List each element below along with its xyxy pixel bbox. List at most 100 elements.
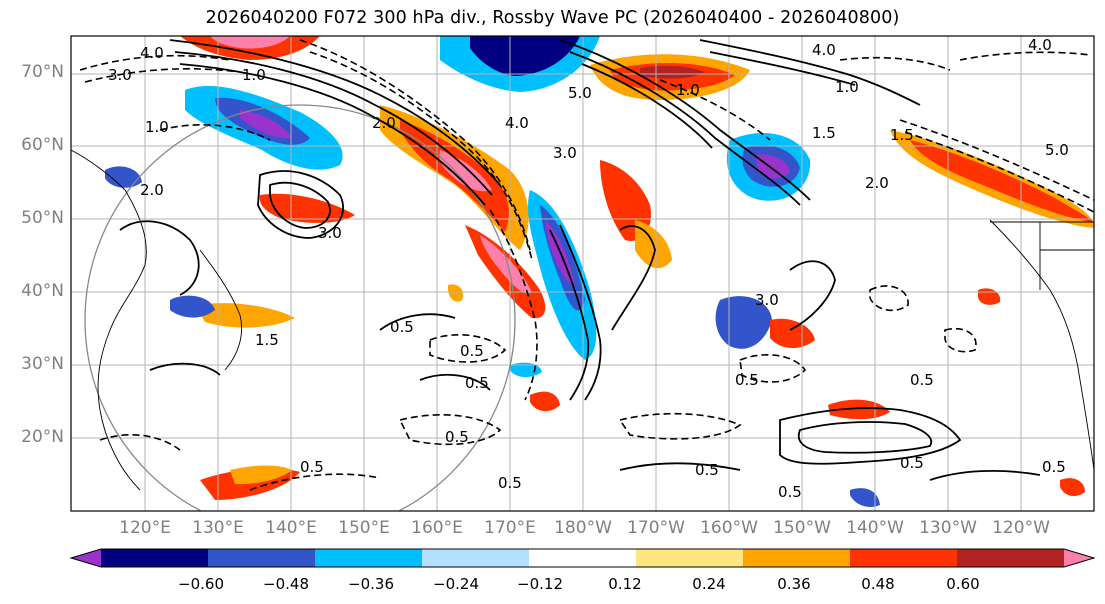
lat-label: 20°N — [21, 427, 64, 447]
contour-label: 1.5 — [255, 331, 279, 349]
lon-label: 120°E — [119, 518, 171, 538]
colorbar — [69, 548, 1096, 568]
contour-label: 0.5 — [778, 483, 802, 501]
lon-label: 170°W — [627, 518, 685, 538]
pos-blob-160e — [447, 284, 464, 302]
neg-blob-175e-sub — [510, 362, 542, 378]
lon-label: 120°W — [992, 518, 1050, 538]
contour-label: 0.5 — [735, 371, 759, 389]
neg-region-kamchatka-deep — [240, 110, 292, 139]
radius-circle — [84, 104, 516, 511]
neg-blob-140e — [105, 166, 142, 188]
contour-label: 3.0 — [553, 144, 577, 162]
pos-band-alaska-coast-core — [910, 140, 1094, 222]
map-title: 2026040200 F072 300 hPa div., Rossby Wav… — [205, 8, 900, 28]
colorbar-tick-label: −0.12 — [517, 575, 563, 593]
colorbar-tick-label: 0.36 — [777, 575, 811, 593]
colorbar-segment — [422, 549, 530, 567]
colorbar-tick-label: −0.60 — [178, 575, 224, 593]
contours-solid — [119, 39, 1041, 481]
contour-label: 0.5 — [390, 318, 414, 336]
colorbar-segment — [101, 549, 209, 567]
pos-band-japan-2 — [195, 303, 295, 328]
lat-label: 60°N — [21, 135, 64, 155]
colorbar-segment — [315, 549, 423, 567]
lon-label: 160°E — [411, 518, 463, 538]
lon-label: 140°E — [265, 518, 317, 538]
contour-label: 2.0 — [372, 114, 396, 132]
neg-blob-160w-sub — [850, 488, 880, 507]
contour-label: 0.5 — [300, 458, 324, 476]
contour-label: 3.0 — [318, 224, 342, 242]
pos-streak-170w — [600, 160, 651, 241]
colorbar-outline — [69, 548, 1096, 568]
contour-label: 1.0 — [676, 81, 700, 99]
colorbar-segment — [957, 549, 1065, 567]
contour-label: 3.0 — [755, 291, 779, 309]
lon-label: 140°W — [846, 518, 904, 538]
pos-band-topleft-core — [210, 36, 290, 49]
contour-label: 4.0 — [812, 41, 836, 59]
neg-band-japan — [170, 295, 215, 318]
contour-label: 1.0 — [145, 118, 169, 136]
contour-label: 5.0 — [568, 84, 592, 102]
graticule — [71, 36, 1094, 511]
lon-label: 160°W — [700, 518, 758, 538]
contour-label: 1.5 — [812, 124, 836, 142]
colorbar-segment — [71, 549, 101, 567]
lon-label: 180°W — [554, 518, 612, 538]
contour-label: 0.5 — [465, 374, 489, 392]
lat-label: 50°N — [21, 208, 64, 228]
pos-blob-120w — [1060, 478, 1085, 497]
contour-label: 0.5 — [460, 342, 484, 360]
coastlines — [71, 149, 1094, 491]
contour-label: 0.5 — [910, 371, 934, 389]
lat-label: 30°N — [21, 354, 64, 374]
contour-label: 0.5 — [695, 461, 719, 479]
contour-label: 0.5 — [900, 454, 924, 472]
pos-trough-dateline-core — [480, 235, 532, 294]
contour-label: 5.0 — [1045, 141, 1069, 159]
lon-label: 130°W — [919, 518, 977, 538]
pos-blob-170e-sub — [530, 391, 560, 412]
colorbar-segment — [743, 549, 851, 567]
colorbar-segment — [636, 549, 744, 567]
contours-dashed — [79, 39, 1094, 491]
colorbar-segment — [1064, 549, 1094, 567]
neg-region-arctic-core — [470, 36, 580, 76]
contour-label: 1.5 — [890, 126, 914, 144]
contour-label: 4.0 — [1028, 36, 1052, 54]
pos-band-se-asia-2 — [230, 465, 292, 485]
contour-labels: 4.0 3.0 2.0 1.0 0.5 0.5 0.5 0.5 0.5 0.5 … — [108, 36, 1069, 501]
contour-label: 2.0 — [140, 181, 164, 199]
neg-blob-150w-deep — [755, 154, 790, 179]
contour-label: 0.5 — [445, 428, 469, 446]
contour-label: 2.0 — [865, 174, 889, 192]
contour-label: 1.0 — [242, 66, 266, 84]
colorbar-tick-label: −0.24 — [433, 575, 479, 593]
contour-label: 0.5 — [498, 474, 522, 492]
contour-label: 1.0 — [835, 78, 859, 96]
lon-label: 130°E — [192, 518, 244, 538]
colorbar-tick-label: −0.36 — [348, 575, 394, 593]
lon-label: 150°W — [773, 518, 831, 538]
pos-blob-145w — [770, 318, 815, 349]
lon-label: 170°E — [484, 518, 536, 538]
colorbar-segment — [529, 549, 637, 567]
contour-label: 3.0 — [108, 66, 132, 84]
colorbar-tick-label: 0.60 — [946, 575, 980, 593]
contour-label: 4.0 — [140, 44, 164, 62]
colorbar-tick-label: 0.12 — [608, 575, 642, 593]
map-frame — [70, 35, 1095, 512]
pos-band-japan — [259, 193, 355, 223]
colorbar-tick-label: 0.48 — [861, 575, 895, 593]
contour-label: 4.0 — [505, 114, 529, 132]
lon-label: 150°E — [338, 518, 390, 538]
contour-label: 0.5 — [1042, 458, 1066, 476]
colorbar-tick-label: 0.24 — [692, 575, 726, 593]
colorbar-segment — [208, 549, 316, 567]
colorbar-tick-label: −0.48 — [263, 575, 309, 593]
colorbar-segment — [850, 549, 958, 567]
lat-label: 40°N — [21, 281, 64, 301]
